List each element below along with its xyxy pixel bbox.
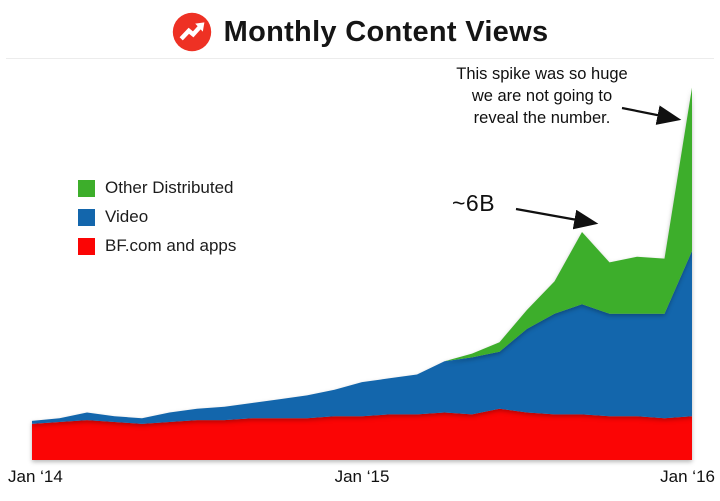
x-tick-jan-15: Jan ‘15: [334, 467, 390, 486]
legend-swatch-green: [78, 179, 95, 197]
area-series-bf-com-and-apps: [32, 408, 692, 460]
legend-swatch-red: [78, 237, 95, 255]
spike-annotation-text: This spike was so huge we are not going …: [438, 64, 646, 129]
legend-label: Other Distributed: [105, 178, 234, 197]
legend-item-video: Video: [78, 207, 236, 227]
area-series-group: [32, 87, 692, 460]
spike-annotation-line: we are not going to: [471, 86, 613, 105]
legend-item-bfcom-and-apps: BF.com and apps: [78, 236, 236, 256]
area-series-video: [32, 251, 692, 424]
buzzfeed-trend-arrow-logo: [172, 12, 211, 52]
x-tick-jan-16: Jan ‘16: [660, 467, 715, 486]
header-divider: [6, 58, 714, 59]
legend-label: BF.com and apps: [105, 236, 237, 255]
chart-header: Monthly Content Views: [0, 8, 720, 56]
spike-annotation-arrow: [621, 105, 682, 125]
chart-title: Monthly Content Views: [223, 15, 549, 48]
legend-item-other-distributed: Other Distributed: [78, 178, 236, 198]
six-b-annotation-text: ~6B: [452, 190, 496, 216]
spike-annotation-line: This spike was so huge: [456, 65, 628, 83]
chart-legend: Other Distributed Video BF.com and apps: [78, 178, 236, 256]
legend-label: Video: [105, 207, 149, 226]
legend-swatch-blue: [78, 208, 95, 226]
spike-annotation-line: reveal the number.: [473, 108, 611, 127]
x-tick-jan-14: Jan ‘14: [8, 467, 63, 486]
six-b-annotation-arrow: [515, 207, 599, 230]
